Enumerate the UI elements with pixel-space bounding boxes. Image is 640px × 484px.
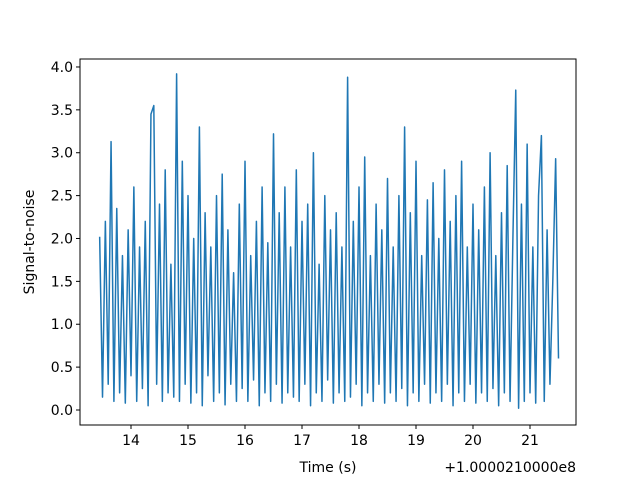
x-tick-label: 16 [236,433,254,449]
x-tick-label: 20 [464,433,482,449]
y-tick-label: 2.5 [51,189,73,205]
axes-frame [79,58,577,426]
signal-line [98,73,560,410]
x-offset-label: +1.0000210000e8 [444,460,576,476]
y-tick-label: 1.0 [51,317,73,333]
y-tick-label: 0.5 [51,360,73,376]
y-tick-label: 2.0 [51,231,73,247]
x-tick-label: 18 [350,433,368,449]
y-axis-label: Signal-to-noise [22,190,38,295]
y-tick-label: 3.5 [51,103,73,119]
y-tick-label: 0.0 [51,403,73,419]
x-tick-label: 17 [293,433,311,449]
x-tick-label: 19 [407,433,425,449]
x-tick-label: 21 [521,433,539,449]
y-tick-label: 4.0 [51,60,73,76]
x-tick-label: 15 [179,433,197,449]
x-tick-label: 14 [122,433,140,449]
x-axis-label: Time (s) [299,460,357,476]
y-tick-label: 1.5 [51,274,73,290]
y-tick-label: 3.0 [51,146,73,162]
